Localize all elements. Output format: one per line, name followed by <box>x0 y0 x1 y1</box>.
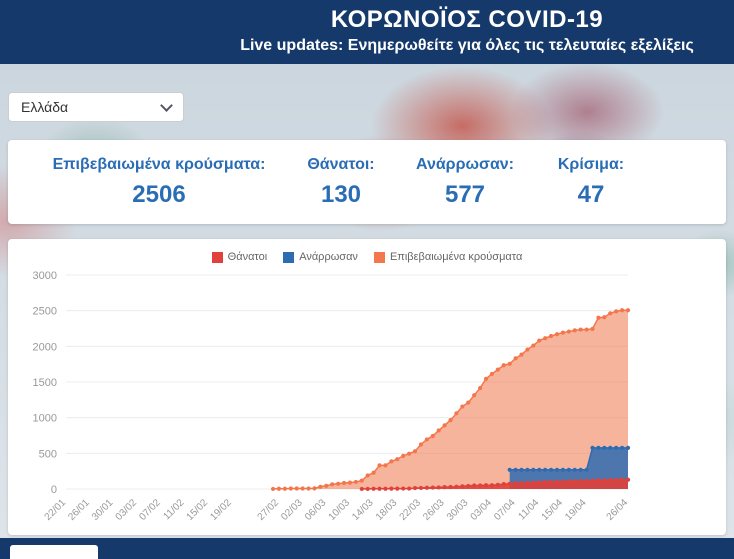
app-footer <box>0 538 734 559</box>
svg-text:15/04: 15/04 <box>540 497 566 523</box>
svg-text:26/03: 26/03 <box>421 497 447 523</box>
app-header: ΚΟΡΩΝΟΪΟΣ COVID-19 Live updates: Ενημερω… <box>0 0 734 64</box>
stat-recovered-value: 577 <box>444 180 486 208</box>
page-title: ΚΟΡΩΝΟΪΟΣ COVID-19 <box>330 6 604 33</box>
stat-critical-label: Κρίσιμα: <box>557 155 625 173</box>
stat-deaths: Θάνατοι: 130 <box>285 156 397 209</box>
svg-text:02/03: 02/03 <box>279 497 305 523</box>
stat-critical: Κρίσιμα: 47 <box>533 156 649 209</box>
chevron-down-icon <box>160 98 173 112</box>
svg-text:2500: 2500 <box>33 306 57 318</box>
svg-text:3000: 3000 <box>33 270 57 282</box>
legend-color-swatch <box>211 251 223 263</box>
svg-text:0: 0 <box>51 484 57 496</box>
stat-deaths-label: Θάνατοι: <box>307 155 375 173</box>
svg-text:1000: 1000 <box>33 413 57 425</box>
svg-text:11/04: 11/04 <box>516 497 541 522</box>
legend-label: Θάνατοι <box>227 251 268 263</box>
page-subtitle: Live updates: Ενημερωθείτε για όλες τις … <box>240 37 694 54</box>
svg-text:30/01: 30/01 <box>90 497 116 523</box>
stat-critical-value: 47 <box>577 180 605 208</box>
stat-recovered-label: Ανάρρωσαν: <box>415 155 514 173</box>
svg-text:1500: 1500 <box>33 377 57 389</box>
legend-item[interactable]: Επιβεβαιωμένα κρούσματα <box>373 251 523 263</box>
svg-text:06/03: 06/03 <box>303 497 329 523</box>
stat-confirmed-label: Επιβεβαιωμένα κρούσματα: <box>52 155 266 173</box>
footer-dropdown-stub[interactable] <box>10 545 98 559</box>
svg-text:03/02: 03/02 <box>114 497 140 523</box>
legend-label: Ανάρρωσαν <box>299 251 358 263</box>
stats-bar: Επιβεβαιωμένα κρούσματα: 2506 Θάνατοι: 1… <box>8 140 726 224</box>
svg-text:26/04: 26/04 <box>605 497 631 523</box>
cases-timeseries-chart: 05001000150020002500300022/0126/0130/010… <box>33 270 631 523</box>
svg-text:18/03: 18/03 <box>374 497 400 523</box>
svg-text:11/02: 11/02 <box>161 497 186 522</box>
cases-chart-card: Θάνατοι Ανάρρωσαν Επιβεβαιωμένα κρούσματα … <box>8 239 726 535</box>
svg-text:15/02: 15/02 <box>185 497 211 523</box>
svg-text:03/04: 03/04 <box>469 497 495 523</box>
svg-text:500: 500 <box>39 448 57 460</box>
stat-confirmed-value: 2506 <box>132 180 186 208</box>
chart-legend: Θάνατοι Ανάρρωσαν Επιβεβαιωμένα κρούσματα <box>8 239 726 263</box>
stat-confirmed: Επιβεβαιωμένα κρούσματα: 2506 <box>33 156 285 209</box>
legend-item[interactable]: Ανάρρωσαν <box>283 251 358 263</box>
country-select-value: Ελλάδα <box>21 99 69 115</box>
svg-text:30/03: 30/03 <box>445 497 471 523</box>
stat-recovered: Ανάρρωσαν: 577 <box>397 156 533 209</box>
svg-text:2000: 2000 <box>33 341 57 353</box>
svg-text:19/02: 19/02 <box>208 497 234 523</box>
legend-color-swatch <box>373 251 385 263</box>
svg-text:19/04: 19/04 <box>563 497 589 523</box>
svg-text:26/01: 26/01 <box>66 497 92 523</box>
svg-text:22/03: 22/03 <box>398 497 424 523</box>
svg-text:07/02: 07/02 <box>137 497 163 523</box>
legend-item[interactable]: Θάνατοι <box>211 251 268 263</box>
stat-deaths-value: 130 <box>320 180 362 208</box>
svg-text:14/03: 14/03 <box>350 497 376 523</box>
svg-text:10/03: 10/03 <box>327 497 353 523</box>
svg-text:07/04: 07/04 <box>492 497 518 523</box>
legend-color-swatch <box>283 251 295 263</box>
svg-text:22/01: 22/01 <box>43 497 69 523</box>
legend-label: Επιβεβαιωμένα κρούσματα <box>389 251 523 263</box>
country-select[interactable]: Ελλάδα <box>8 92 184 122</box>
svg-text:27/02: 27/02 <box>256 497 282 523</box>
